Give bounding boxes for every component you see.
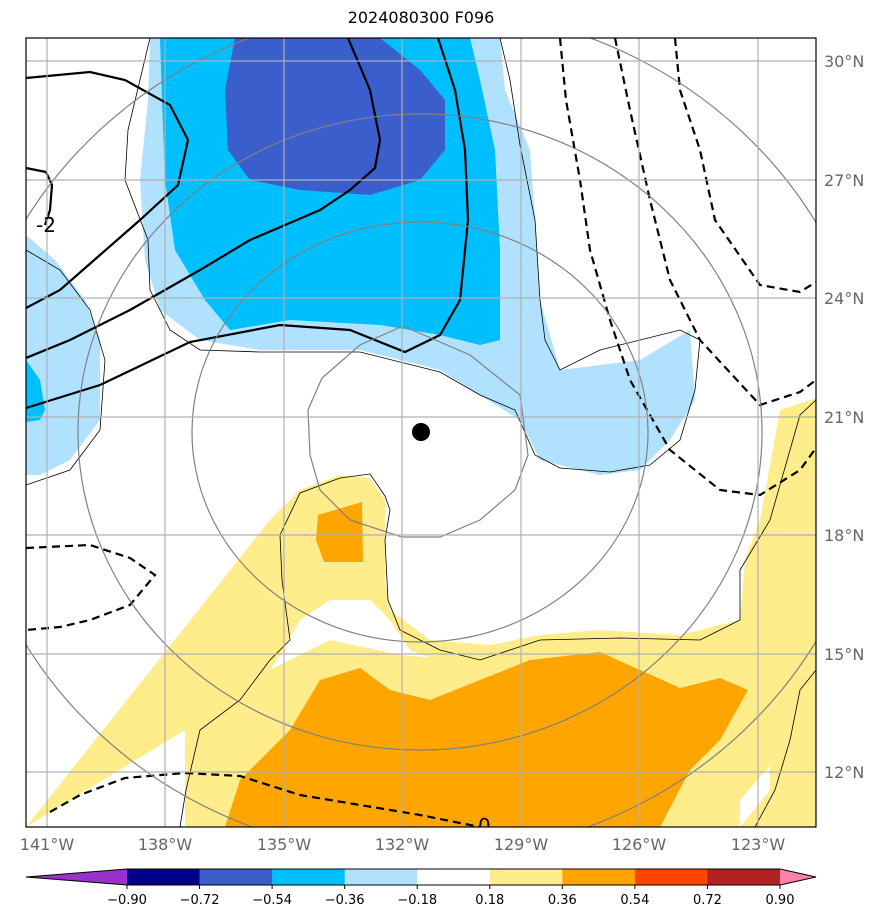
lat-label: 12°N bbox=[824, 763, 864, 782]
lon-label: 135°W bbox=[257, 835, 312, 854]
colorbar-extend-low bbox=[26, 869, 127, 885]
neg-shade-left bbox=[26, 235, 100, 475]
colorbar-segment bbox=[489, 869, 563, 885]
lat-label: 30°N bbox=[824, 52, 864, 71]
dashed-contours bbox=[26, 38, 816, 827]
lat-label: 24°N bbox=[824, 289, 864, 308]
neg-shade-dark bbox=[225, 38, 445, 195]
colorbar-tick-label: −0.72 bbox=[180, 893, 220, 908]
thin-contours bbox=[26, 38, 816, 827]
lon-label: 129°W bbox=[494, 835, 549, 854]
lat-label: 18°N bbox=[824, 526, 864, 545]
map-title: 2024080300 F096 bbox=[347, 8, 495, 27]
map-area: -2 0 bbox=[26, 38, 816, 838]
contour-label-neg2: -2 bbox=[36, 213, 56, 237]
colorbar-tick-label: −0.36 bbox=[325, 893, 365, 908]
lat-label: 15°N bbox=[824, 645, 864, 664]
colorbar-extend-high bbox=[780, 869, 816, 885]
colorbar-tick-label: 0.36 bbox=[548, 893, 577, 908]
colorbar-segment bbox=[562, 869, 636, 885]
colorbar-tick-label: 0.90 bbox=[766, 893, 795, 908]
lon-label: 132°W bbox=[375, 835, 430, 854]
lon-label: 123°W bbox=[731, 835, 786, 854]
lon-label: 141°W bbox=[20, 835, 75, 854]
colorbar: −0.90 −0.72 −0.54 −0.36 −0.18 0.18 0.36 0.54 0.7… bbox=[25, 868, 817, 908]
colorbar-tick-label: 0.72 bbox=[693, 893, 722, 908]
colorbar-tick-label: −0.18 bbox=[397, 893, 437, 908]
colorbar-segment bbox=[707, 869, 781, 885]
colorbar-tick-label: 0.18 bbox=[475, 893, 504, 908]
pos-shade-light-fill bbox=[185, 520, 330, 730]
lat-label: 21°N bbox=[824, 408, 864, 427]
colorbar-segment bbox=[344, 869, 418, 885]
colorbar-segment bbox=[272, 869, 346, 885]
contour-label-zero: 0 bbox=[478, 814, 491, 838]
colorbar-segment bbox=[199, 869, 273, 885]
colorbar-segment bbox=[127, 869, 201, 885]
lon-label: 138°W bbox=[138, 835, 193, 854]
colorbar-tick-label: −0.54 bbox=[252, 893, 292, 908]
lon-axis: 141°W 138°W 135°W 132°W 129°W 126°W 123°… bbox=[20, 835, 786, 854]
lon-label: 126°W bbox=[612, 835, 667, 854]
colorbar-segment bbox=[417, 869, 491, 885]
lat-label: 27°N bbox=[824, 171, 864, 190]
lat-axis: 30°N 27°N 24°N 21°N 18°N 15°N 12°N bbox=[824, 52, 864, 782]
graticule bbox=[26, 38, 816, 827]
storm-center-marker bbox=[412, 423, 430, 441]
pos-shade-orange-south bbox=[225, 652, 748, 827]
colorbar-segment bbox=[634, 869, 708, 885]
solid-contours bbox=[26, 38, 470, 410]
colorbar-tick-label: −0.90 bbox=[107, 893, 147, 908]
map-frame bbox=[25, 37, 817, 828]
pos-shade-orange-north bbox=[316, 502, 363, 562]
colorbar-tick-label: 0.54 bbox=[620, 893, 649, 908]
